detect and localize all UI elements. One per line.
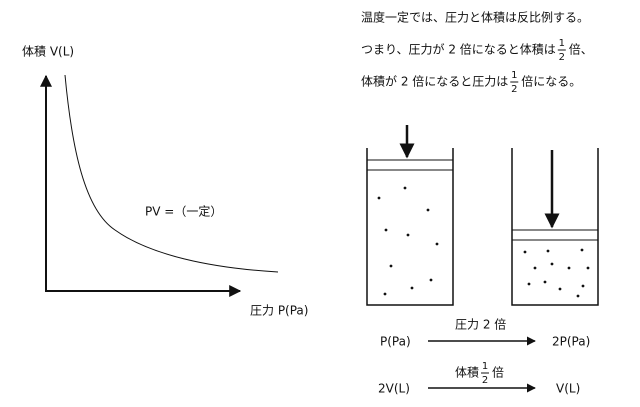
denominator: 2 <box>559 52 565 63</box>
transition-label: 体積 1 2倍 <box>455 361 504 386</box>
curve-label: PV =（一定） <box>145 204 222 219</box>
numerator: 1 <box>511 70 517 81</box>
particles <box>377 186 439 296</box>
transition-label: 圧力 2 倍 <box>455 317 506 332</box>
x-label: 圧力 P(Pa) <box>250 304 308 318</box>
explanation-line: 体積が 2 倍になると圧力は 1 2 倍になる。 <box>361 70 581 95</box>
text: 倍、 <box>569 42 593 57</box>
graph <box>40 74 279 297</box>
explanation-line: つまり、圧力が 2 倍になると体積は 1 2 倍、 <box>361 38 593 63</box>
numerator: 1 <box>559 38 565 49</box>
text: 倍 <box>492 365 504 380</box>
from-label: 2V(L) <box>378 382 410 396</box>
cylinder <box>366 125 454 306</box>
numerator: 1 <box>482 361 488 372</box>
text: 体積 <box>455 365 479 380</box>
y-label: 体積 V(L) <box>22 44 74 59</box>
denominator: 2 <box>511 84 517 95</box>
text: 倍になる。 <box>521 74 581 89</box>
to-label: 2P(Pa) <box>552 335 590 349</box>
denominator: 2 <box>482 375 488 386</box>
curve <box>64 74 279 273</box>
particles <box>523 248 590 298</box>
to-label: V(L) <box>556 382 580 396</box>
cylinder <box>511 148 599 306</box>
from-label: P(Pa) <box>380 335 411 349</box>
text: つまり、圧力が 2 倍になると体積は <box>361 42 556 57</box>
explanation-line: 温度一定では、圧力と体積は反比例する。 <box>361 10 589 25</box>
text: 体積が 2 倍になると圧力は <box>361 74 508 89</box>
